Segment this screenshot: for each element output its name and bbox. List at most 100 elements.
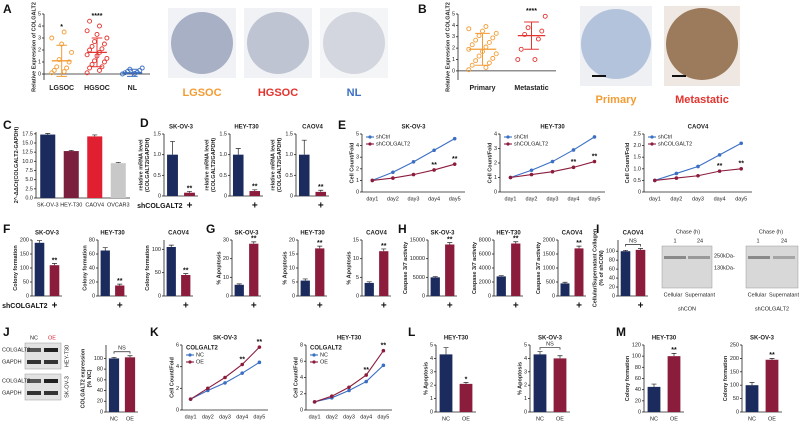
bar [445, 244, 455, 296]
band [27, 348, 41, 352]
chart-title: HEY-T30 [444, 336, 469, 342]
y-tick-label: 0 [356, 293, 359, 299]
bar [87, 136, 103, 198]
significance: **** [526, 8, 537, 15]
panel-letter: D [140, 116, 149, 130]
x-tick-label: day5 [589, 196, 601, 202]
x-tick-label: HEY-T30 [60, 202, 82, 208]
x-tick-label: OE [126, 416, 134, 422]
fraction-label: Cellular [664, 292, 683, 298]
point [330, 394, 334, 398]
row-label: COLGALT2 [2, 378, 30, 384]
lane-label: 24 [697, 238, 703, 244]
y-tick-label: 3 [452, 34, 455, 40]
band [688, 256, 710, 259]
error-bar [447, 242, 453, 245]
significance: **** [92, 13, 103, 20]
x-tick-label: OVCAR3 [107, 202, 130, 208]
error-bar [381, 248, 387, 252]
y-tick-label: 0 [612, 293, 615, 299]
bar [115, 285, 125, 296]
point [532, 57, 538, 62]
y-tick-label: 10 [223, 275, 229, 281]
point [411, 160, 416, 164]
bar [184, 192, 195, 196]
y-tick-label: 0 [92, 293, 95, 299]
chart-title: CAOV4 [168, 231, 189, 237]
significance: ** [239, 356, 245, 363]
band [27, 360, 41, 364]
y-tick-label: 80 [609, 258, 615, 264]
y-tick-label: 1 [430, 396, 433, 402]
legend-title: COLGALT2 [310, 346, 343, 352]
band [44, 391, 58, 395]
x-tick-label: + [187, 201, 193, 212]
x-tick-label: + [576, 301, 582, 312]
y-tick-label: 20 [289, 237, 295, 243]
point [87, 65, 93, 71]
bar [620, 251, 631, 296]
y-tick-label: 6 [176, 342, 179, 348]
y-tick-label: 0 [524, 409, 527, 415]
significance: * [465, 376, 468, 383]
bar [364, 282, 374, 296]
y-tick-label: 1500 [543, 251, 555, 257]
y-tick-label: 50 [733, 396, 739, 402]
y-axis-label: % Apoptosis [517, 362, 523, 395]
bar [232, 154, 244, 196]
y-tick-label: 80 [89, 237, 95, 243]
x-tick-label: day2 [670, 196, 682, 202]
y-tick-label: 6 [300, 359, 303, 365]
point [490, 35, 496, 41]
point [240, 362, 244, 367]
y-tick-label: 0 [26, 293, 29, 299]
point [717, 169, 722, 173]
y-tick-label: 100 [152, 247, 161, 253]
legend-label: shCOLGALT2 [376, 141, 410, 147]
error-bar [651, 383, 657, 387]
legend-marker [368, 142, 372, 146]
x-tick-label: Metastatic [514, 85, 548, 92]
x-tick-label: day4 [428, 196, 440, 202]
x-tick-label: day1 [649, 196, 661, 202]
point [535, 36, 541, 42]
bar [439, 354, 453, 412]
chart-title: CAOV4 [562, 231, 583, 237]
chart-title: CAOV4 [302, 125, 323, 131]
y-tick-label: 1.0 [285, 152, 293, 158]
y-tick-label: 3 [524, 369, 527, 375]
y-axis-label: COLGALT2 expression [81, 348, 87, 408]
blot-j: J NC OE COLGALT2 GAPDH COLGALT2 GAPDH HE… [2, 325, 70, 401]
x-tick-label: day3 [547, 196, 559, 202]
y-tick-label: 100 [606, 249, 615, 255]
x-tick-label: day3 [219, 414, 231, 420]
x-tick-label: Primary [469, 85, 495, 92]
significance: ** [381, 343, 387, 350]
point [518, 46, 524, 52]
significance: NS [546, 342, 554, 348]
y-axis-label: Colony formation [82, 245, 88, 291]
chart-title: CAOV4 [366, 231, 387, 237]
bar [100, 250, 110, 296]
y-tick-label: 4 [176, 364, 179, 370]
y-tick-label: 15.0 [22, 140, 33, 146]
y-tick-label: 200 [730, 356, 739, 362]
point [97, 23, 102, 29]
y-tick-label: 15 [289, 251, 295, 257]
fraction-label: Cellular [748, 292, 767, 298]
point [717, 153, 722, 157]
error-bar [301, 139, 307, 155]
x-tick-label: SK-OV-3 [37, 202, 59, 208]
y-tick-label: 0 [736, 409, 739, 415]
blot [24, 373, 62, 401]
chart-title: SK-OV-3 [234, 231, 259, 237]
y-tick-label: 0 [38, 71, 41, 77]
y-axis-label: Cell Count/Fold [487, 143, 493, 184]
point [483, 24, 489, 29]
error-bar [127, 355, 133, 358]
chart-title: HEY-T30 [100, 231, 125, 237]
fraction-label: Supernatant [769, 292, 799, 298]
point [550, 169, 555, 174]
y-axis-label: 2^-ΔΔCt(COLGALT2-GAPDH) [14, 127, 20, 204]
significance: ** [513, 236, 519, 243]
